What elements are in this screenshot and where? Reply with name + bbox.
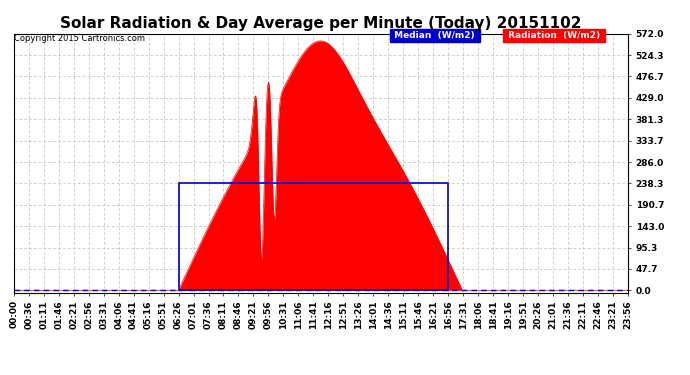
Text: Copyright 2015 Cartronics.com: Copyright 2015 Cartronics.com — [14, 34, 145, 43]
Bar — [179, 183, 448, 290]
Text: Radiation  (W/m2): Radiation (W/m2) — [505, 31, 603, 40]
Title: Solar Radiation & Day Average per Minute (Today) 20151102: Solar Radiation & Day Average per Minute… — [60, 16, 582, 31]
Text: Median  (W/m2): Median (W/m2) — [391, 31, 478, 40]
